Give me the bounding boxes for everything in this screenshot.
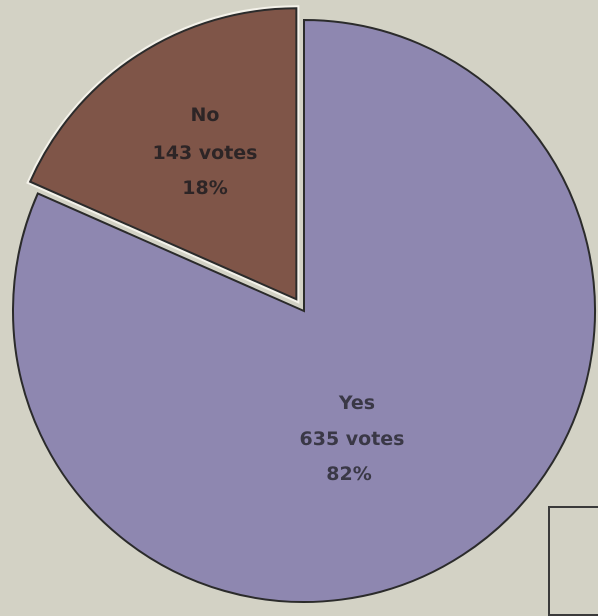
- labels-layer: No 143 votes 18% Yes 635 votes 82%: [153, 104, 405, 485]
- yes-slice-name-label: Yes: [338, 392, 375, 414]
- pie-slice-yes: [12, 18, 596, 603]
- yes-slice-votes-label: 635 votes: [300, 428, 405, 450]
- no-slice-percent-label: 18%: [182, 177, 227, 199]
- yes-slice-percent-label: 82%: [326, 463, 371, 485]
- pie-slice-no: [28, 7, 298, 301]
- corner-frame: [548, 506, 598, 616]
- no-slice-name-label: No: [191, 104, 220, 126]
- no-slice-votes-label: 143 votes: [153, 142, 258, 164]
- slices-layer: [12, 5, 596, 603]
